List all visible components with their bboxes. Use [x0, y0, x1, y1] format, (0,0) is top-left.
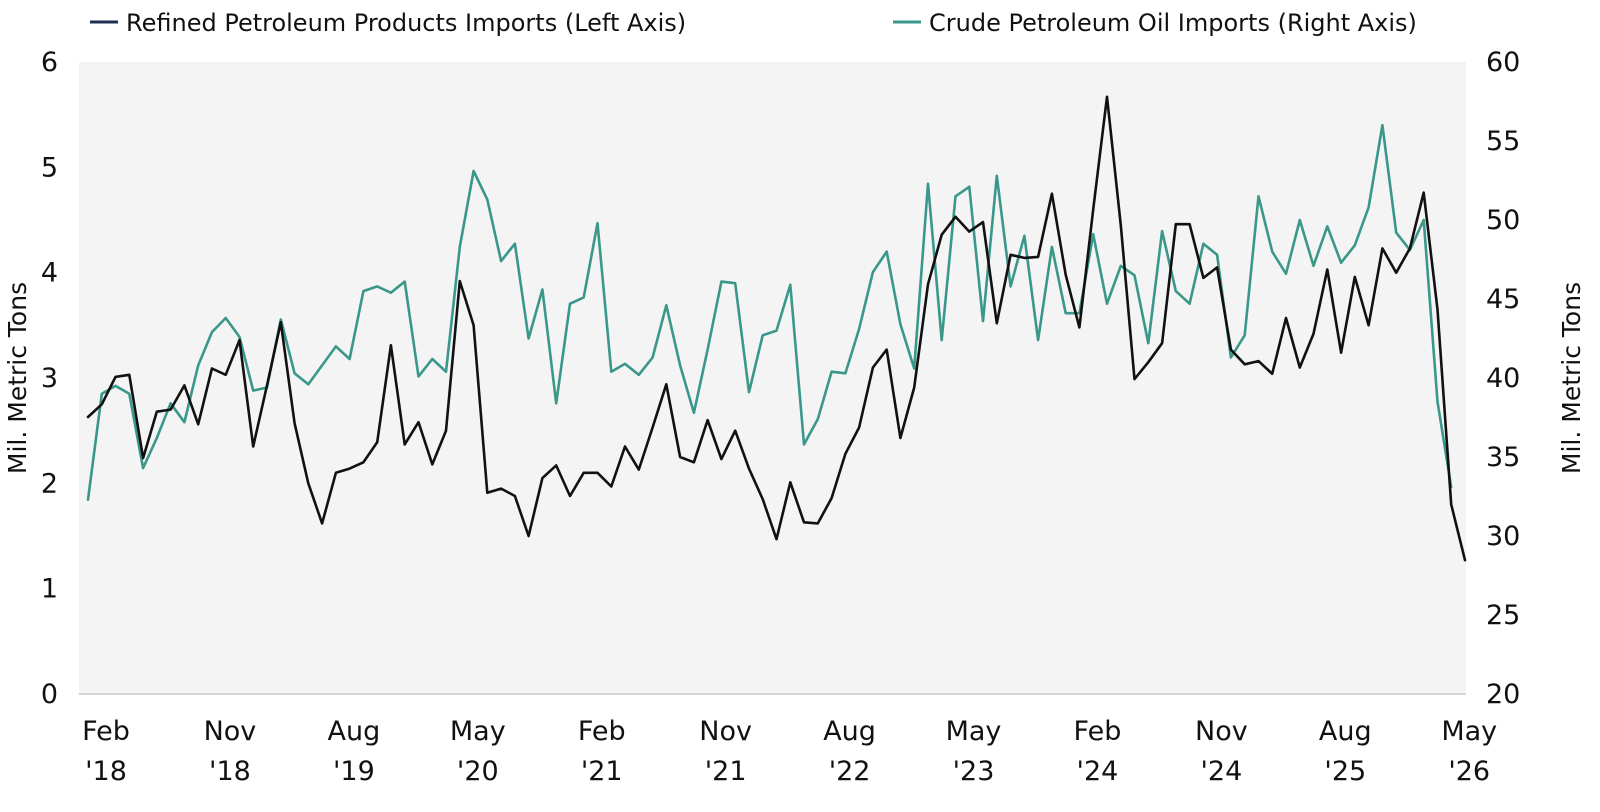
legend: Refined Petroleum Products Imports (Left…: [90, 9, 1417, 37]
x-tick-month: Aug: [823, 716, 876, 747]
left-tick-label: 6: [41, 47, 58, 78]
right-tick-label: 30: [1486, 521, 1520, 552]
right-tick-label: 50: [1486, 205, 1520, 236]
x-tick-year: '25: [1324, 756, 1366, 787]
right-axis-title: Mil. Metric Tons: [1557, 282, 1586, 474]
x-tick-month: Nov: [204, 716, 257, 747]
legend-label-crude: Crude Petroleum Oil Imports (Right Axis): [929, 9, 1417, 37]
x-tick-month: Aug: [1319, 716, 1372, 747]
right-tick-label: 45: [1486, 284, 1520, 315]
x-tick-month: Feb: [1074, 716, 1122, 747]
x-tick-month: Aug: [327, 716, 380, 747]
right-tick-label: 55: [1486, 126, 1520, 157]
left-axis-title: Mil. Metric Tons: [3, 282, 32, 474]
x-tick-year: '21: [581, 756, 623, 787]
x-tick-year: '26: [1448, 756, 1490, 787]
series-layer: [86, 95, 1467, 562]
x-tick-year: '24: [1077, 756, 1119, 787]
x-tick-month: Feb: [578, 716, 626, 747]
right-tick-label: 25: [1486, 600, 1520, 631]
right-axis-ticks: 20 25 30 35 40 45 50 55 60: [1486, 47, 1520, 710]
left-tick-label: 3: [41, 363, 58, 394]
right-tick-label: 60: [1486, 47, 1520, 78]
x-tick-year: '24: [1200, 756, 1242, 787]
x-tick-year: '19: [333, 756, 375, 787]
x-tick-year: '22: [829, 756, 871, 787]
x-tick-month: Nov: [699, 716, 752, 747]
series-line-refined: [86, 95, 1467, 562]
x-tick-year: '18: [85, 756, 127, 787]
x-tick-year: '20: [457, 756, 499, 787]
left-tick-label: 2: [41, 468, 58, 499]
x-axis-ticks: Feb '18 Nov '18 Aug '19 May '20 Feb '21 Nov '21 Aug '…: [82, 716, 1497, 787]
x-tick-month: May: [1441, 716, 1497, 747]
plot-area: [79, 62, 1466, 694]
x-tick-month: Nov: [1195, 716, 1248, 747]
x-tick-year: '23: [953, 756, 995, 787]
right-tick-label: 35: [1486, 442, 1520, 473]
left-tick-label: 4: [41, 258, 58, 289]
x-tick-month: May: [946, 716, 1002, 747]
left-axis-ticks: 0 1 2 3 4 5 6: [41, 47, 58, 710]
x-tick-year: '18: [209, 756, 251, 787]
x-tick-month: Feb: [82, 716, 130, 747]
left-tick-label: 0: [41, 679, 58, 710]
x-tick-year: '21: [705, 756, 747, 787]
left-tick-label: 5: [41, 152, 58, 183]
right-tick-label: 40: [1486, 363, 1520, 394]
x-tick-month: May: [450, 716, 506, 747]
left-tick-label: 1: [41, 574, 58, 605]
legend-label-refined: Refined Petroleum Products Imports (Left…: [126, 9, 686, 37]
right-tick-label: 20: [1486, 679, 1520, 710]
